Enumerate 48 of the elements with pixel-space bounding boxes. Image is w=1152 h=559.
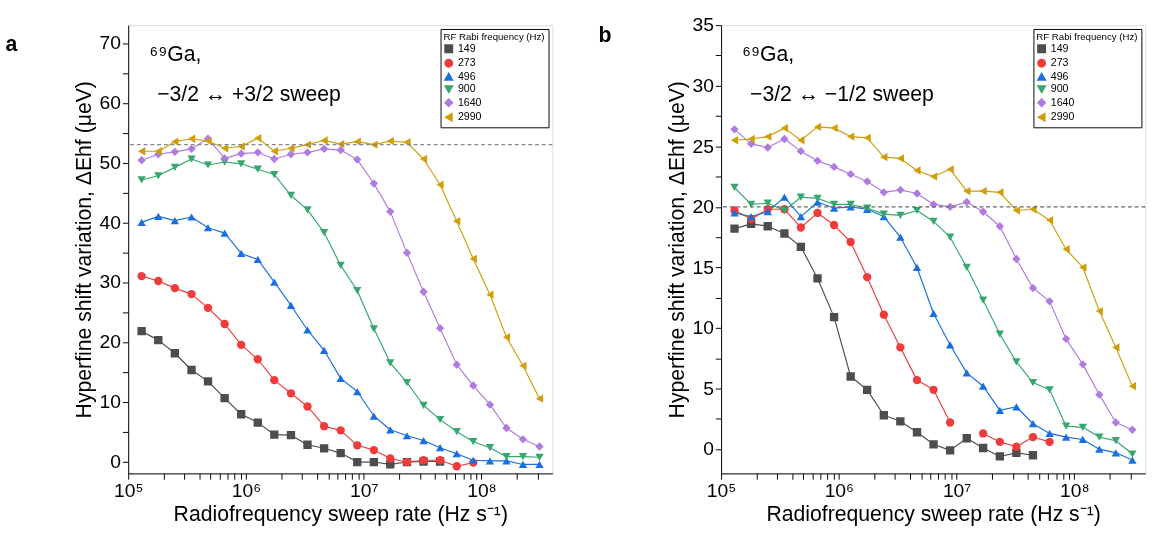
chart-title: b [598,22,612,46]
y-tick-label: 25 [692,135,714,157]
legend-label: 900 [457,82,476,95]
y-tick-label: 20 [692,196,714,218]
legend-label: 1640 [1050,95,1075,108]
legend-label: 273 [1050,56,1069,69]
x-axis-title: Radiofrequency sweep rate (Hz s⁻¹) [766,502,1101,527]
chart-title: a [5,32,18,56]
x-tick-label: 10⁵ [113,480,144,502]
x-tick-label: 10⁷ [942,480,972,502]
legend-label: 496 [457,69,476,82]
annotation: −3/2 ↔ −1/2 sweep [750,82,934,107]
x-axis-title: Radiofrequency sweep rate (Hz s⁻¹) [173,502,508,527]
annotation: −3/2 ↔ +3/2 sweep [157,82,341,107]
x-tick-label: 10⁶ [231,480,262,502]
x-tick-label: 10⁸ [467,480,497,502]
y-tick-label: 30 [692,74,714,96]
legend-label: 900 [1050,82,1069,95]
y-tick-label: 60 [99,92,121,114]
legend-label: 2990 [457,110,482,123]
y-tick-label: 20 [99,331,121,353]
legend-label: 2990 [1050,110,1075,123]
legend-title: RF Rabi frequency (Hz) [1036,30,1138,42]
legend-title: RF Rabi frequency (Hz) [443,30,545,42]
legend-label: 149 [1050,41,1069,54]
y-tick-label: 10 [99,390,121,412]
legend-label: 273 [457,56,476,69]
annotation: ⁶⁹Ga, [742,41,795,65]
x-tick-label: 10⁸ [1060,480,1090,502]
y-tick-label: 50 [99,151,121,173]
y-tick-label: 35 [692,14,714,36]
y-axis-title: Hyperfine shift variation, ΔEhf (μeV) [664,81,689,419]
y-axis-title: Hyperfine shift variation, ΔEhf (μeV) [71,81,96,419]
legend-label: 496 [1050,69,1069,82]
y-tick-label: 15 [692,256,714,278]
annotation: ⁶⁹Ga, [149,41,202,65]
legend-label: 149 [457,41,476,54]
legend-label: 1640 [457,95,482,108]
y-tick-label: 40 [99,211,121,233]
x-tick-label: 10⁷ [350,480,379,502]
y-tick-label: 30 [99,271,121,293]
x-tick-label: 10⁵ [706,480,737,502]
y-tick-label: 0 [703,438,714,460]
x-tick-label: 10⁶ [824,480,855,502]
y-tick-label: 5 [703,377,714,399]
y-tick-label: 10 [692,317,714,339]
y-tick-label: 70 [99,32,121,54]
y-tick-label: 0 [110,450,121,472]
